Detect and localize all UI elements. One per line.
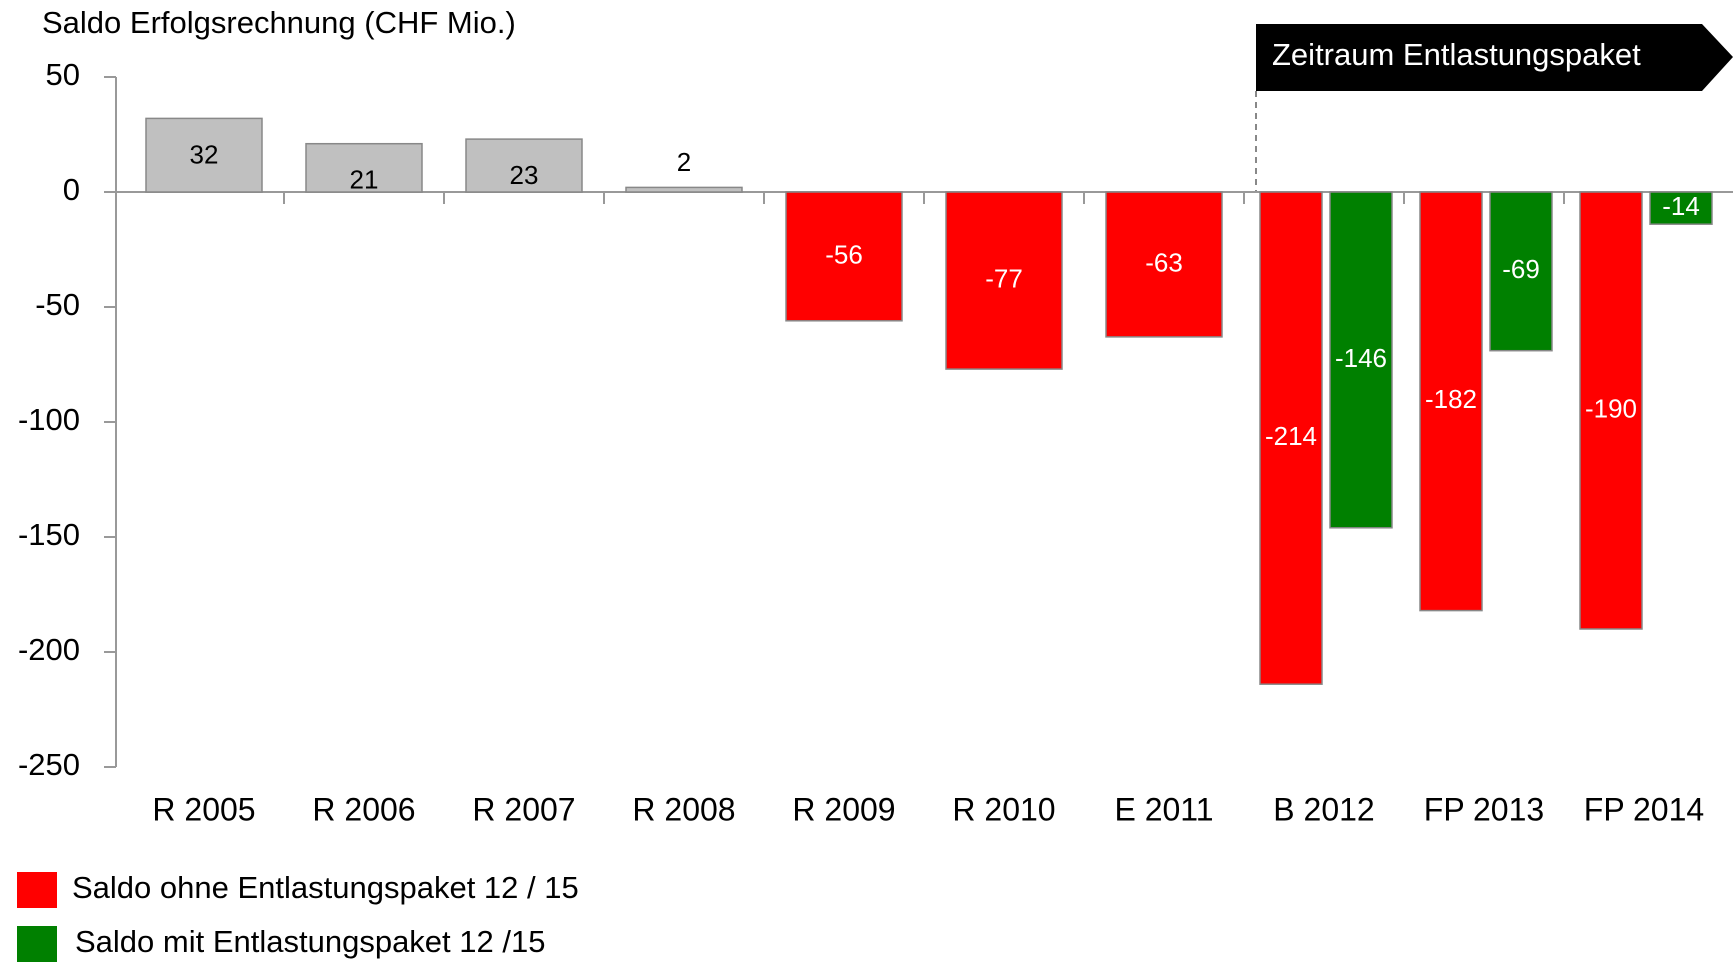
y-tick-label: -50 <box>35 287 80 322</box>
x-tick-label: R 2006 <box>312 791 415 827</box>
y-tick-label: -250 <box>18 747 80 782</box>
value-label: -63 <box>1145 247 1183 277</box>
x-tick-label: E 2011 <box>1114 791 1213 827</box>
legend-swatch <box>17 926 57 962</box>
bar <box>465 138 583 193</box>
value-label: -182 <box>1425 384 1477 414</box>
bar <box>945 191 1063 370</box>
bar <box>1419 191 1483 612</box>
bar <box>785 191 903 322</box>
value-label: -146 <box>1335 343 1387 373</box>
y-tick-label: -100 <box>18 402 80 437</box>
bar <box>1579 191 1643 630</box>
value-label: 2 <box>677 147 691 177</box>
x-tick-label: FP 2014 <box>1584 791 1704 827</box>
value-label: 32 <box>190 139 219 169</box>
bar <box>1329 191 1393 529</box>
x-tick-label: B 2012 <box>1273 791 1374 827</box>
bar <box>1105 191 1223 338</box>
x-tick-label: R 2005 <box>152 791 255 827</box>
legend-swatch <box>17 872 57 908</box>
x-tick-label: R 2008 <box>632 791 735 827</box>
y-tick-label: 0 <box>63 172 80 207</box>
chart-title: Saldo Erfolgsrechnung (CHF Mio.) <box>42 5 516 40</box>
y-tick-label: -150 <box>18 517 80 552</box>
x-tick-label: FP 2013 <box>1424 791 1544 827</box>
value-label: -214 <box>1265 421 1317 451</box>
annotation-arrow <box>1256 24 1733 91</box>
bar <box>625 186 743 193</box>
x-tick-label: R 2010 <box>952 791 1055 827</box>
value-label: -56 <box>825 239 863 269</box>
value-label: -69 <box>1502 254 1540 284</box>
value-label: -14 <box>1662 191 1700 221</box>
y-tick-label: 50 <box>46 57 80 92</box>
bar <box>145 117 263 193</box>
x-tick-label: R 2009 <box>792 791 895 827</box>
annotation: Zeitraum Entlastungspaket <box>1272 37 1641 72</box>
value-label: -77 <box>985 263 1023 293</box>
legend-label: Saldo mit Entlastungspaket 12 /15 <box>75 924 545 959</box>
value-label: 21 <box>350 165 379 195</box>
value-label: -190 <box>1585 393 1637 423</box>
bar <box>1259 191 1323 685</box>
legend-label: Saldo ohne Entlastungspaket 12 / 15 <box>72 870 579 905</box>
value-label: 23 <box>510 160 539 190</box>
bar <box>1489 191 1553 352</box>
bar <box>1649 191 1713 225</box>
x-tick-label: R 2007 <box>472 791 575 827</box>
y-tick-label: -200 <box>18 632 80 667</box>
bar <box>305 142 423 193</box>
